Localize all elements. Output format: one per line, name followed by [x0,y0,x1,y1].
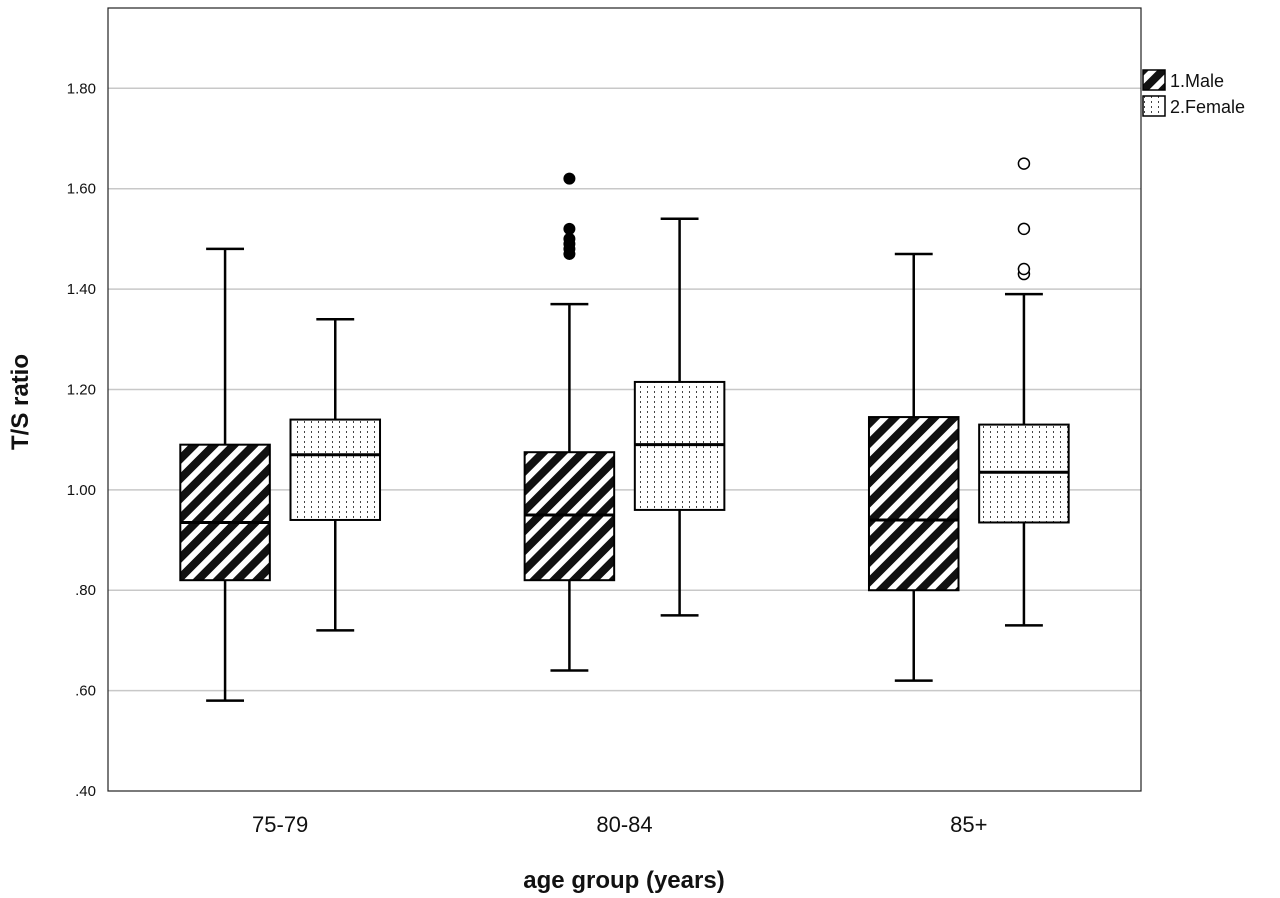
outlier-point [563,232,576,245]
y-tick-label: 1.40 [67,281,96,298]
box-female-0 [289,317,382,632]
x-tick-label: 75-79 [252,812,308,837]
box-male-0 [179,247,271,702]
boxes [179,157,1070,702]
legend-label: 1.Male [1170,71,1224,91]
legend-swatch [1142,69,1166,91]
legend: 1.Male 2.Female [1142,69,1245,117]
box-male-2 [867,252,960,682]
y-tick-label: .80 [75,582,96,599]
plot-frame [107,7,1142,792]
y-tick-label: .60 [75,683,96,700]
y-axis-ticks: .40 .60 .80 1.00 1.20 1.40 1.60 1.80 [67,80,96,800]
iqr-box [867,416,960,592]
outlier-point [1017,157,1031,170]
x-tick-label: 80-84 [596,812,652,837]
outlier-point [563,222,576,235]
y-tick-label: 1.00 [67,482,96,499]
outlier-point [1017,222,1031,236]
y-tick-label: 1.20 [67,381,96,398]
x-tick-label: 85+ [950,812,987,837]
outlier-point [1017,262,1031,276]
x-axis-title: age group (years) [523,867,724,894]
box-female-2 [978,157,1070,627]
outlier-point [563,172,576,185]
y-tick-label: 1.60 [67,181,96,198]
y-tick-label: 1.80 [67,80,96,97]
legend-swatch [1142,95,1166,117]
box-female-1 [633,217,726,617]
y-tick-label: .40 [75,783,96,800]
x-axis-ticks: 75-79 80-84 85+ [252,812,987,837]
box-male-1 [523,172,616,672]
gridlines [108,87,1141,692]
iqr-box [289,418,382,521]
y-axis-title: T/S ratio [7,354,34,450]
legend-label: 2.Female [1170,97,1245,117]
iqr-box [179,443,271,582]
